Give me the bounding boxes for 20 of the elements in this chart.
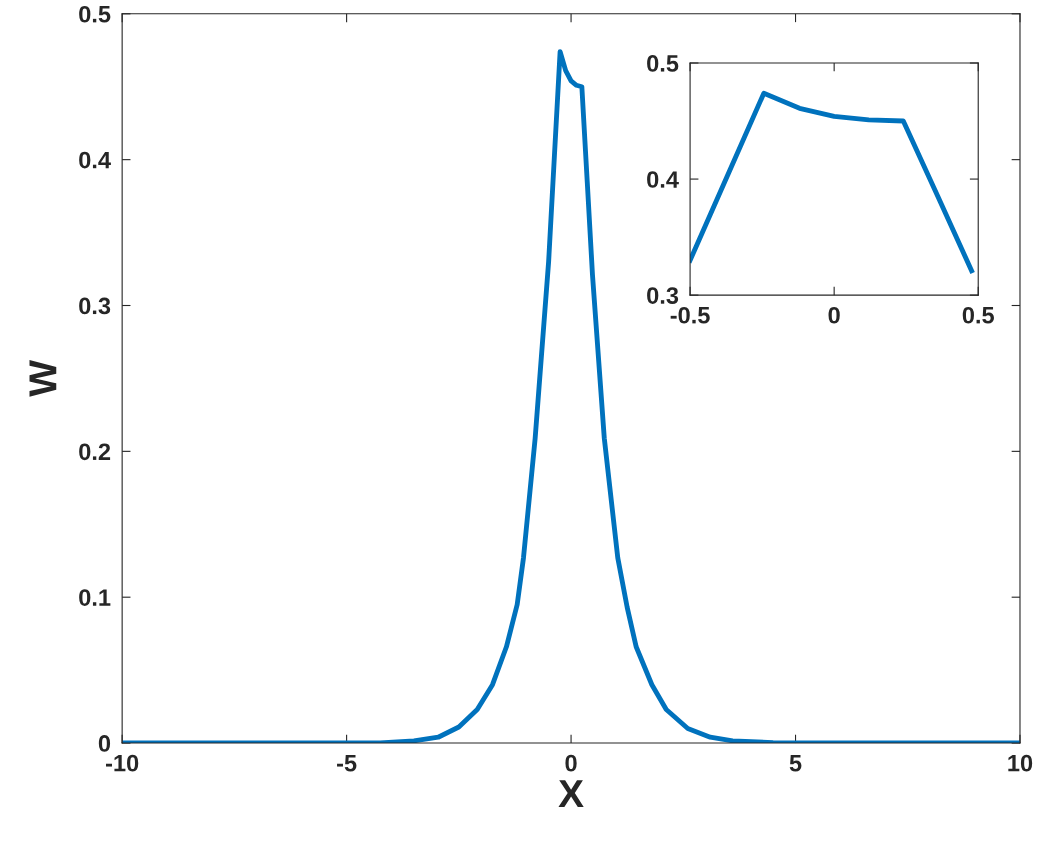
x-tick-label: -10 [106, 754, 139, 772]
y-axis-title: W [29, 360, 57, 397]
x-tick-label: 0 [565, 754, 577, 772]
y-tick-label: 0.1 [79, 589, 111, 606]
y-tick-label: 0 [98, 735, 111, 752]
x-tick-label: 10 [1008, 754, 1033, 772]
y-tick-label: 0.5 [79, 5, 111, 23]
x-tick-label: 5 [789, 755, 802, 772]
y-tick-label: 0.3 [647, 287, 679, 304]
x-tick-label: -0.5 [670, 306, 710, 324]
y-tick-label: 0.5 [647, 55, 679, 72]
line-series [690, 90, 975, 274]
y-tick-label: 0.4 [79, 151, 111, 169]
x-axis-title: X [558, 780, 584, 808]
x-tick-label: -5 [337, 755, 357, 772]
y-tick-label: 0.3 [79, 297, 111, 315]
y-tick-label: 0.2 [79, 443, 111, 461]
x-tick-label: 0.5 [962, 306, 994, 324]
y-tick-label: 0.4 [647, 171, 679, 188]
x-tick-label: 0 [828, 306, 840, 324]
